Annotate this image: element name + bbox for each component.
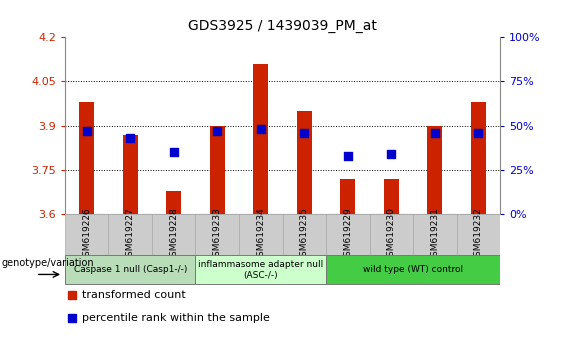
Bar — [210, 126, 225, 214]
Text: GSM619234: GSM619234 — [257, 207, 265, 262]
Point — [386, 151, 396, 157]
Point — [82, 128, 92, 134]
Bar — [195, 256, 326, 284]
Text: GSM619233: GSM619233 — [213, 207, 221, 262]
Bar — [370, 214, 413, 255]
Text: GSM619227: GSM619227 — [126, 207, 134, 262]
Text: GSM619235: GSM619235 — [300, 207, 308, 262]
Point — [256, 126, 265, 132]
Text: GSM619232: GSM619232 — [474, 207, 483, 262]
Text: inflammasome adapter null
(ASC-/-): inflammasome adapter null (ASC-/-) — [198, 260, 323, 280]
Text: GSM619229: GSM619229 — [344, 207, 352, 262]
Bar — [195, 214, 239, 255]
Text: GSM619230: GSM619230 — [387, 207, 396, 262]
Bar — [253, 64, 268, 214]
Bar — [413, 214, 457, 255]
Point — [125, 135, 134, 141]
Bar — [108, 214, 152, 255]
Bar — [152, 214, 195, 255]
Bar — [326, 256, 500, 284]
Bar — [282, 214, 326, 255]
Text: GSM619228: GSM619228 — [170, 207, 178, 262]
Bar — [166, 190, 181, 214]
Text: transformed count: transformed count — [82, 290, 186, 300]
Point — [212, 128, 221, 134]
Text: Caspase 1 null (Casp1-/-): Caspase 1 null (Casp1-/-) — [73, 266, 187, 274]
Point — [430, 130, 439, 136]
Text: wild type (WT) control: wild type (WT) control — [363, 266, 463, 274]
Text: percentile rank within the sample: percentile rank within the sample — [82, 313, 270, 323]
Bar — [79, 102, 94, 214]
Point — [299, 130, 308, 136]
Bar — [65, 214, 108, 255]
Text: GSM619226: GSM619226 — [82, 207, 91, 262]
Point — [343, 153, 352, 159]
Bar — [239, 214, 282, 255]
Bar — [65, 256, 195, 284]
Bar — [384, 179, 399, 214]
Bar — [326, 214, 370, 255]
Text: GSM619231: GSM619231 — [431, 207, 439, 262]
Bar — [457, 214, 500, 255]
Point — [473, 130, 483, 136]
Bar — [471, 102, 486, 214]
Bar — [340, 179, 355, 214]
Title: GDS3925 / 1439039_PM_at: GDS3925 / 1439039_PM_at — [188, 19, 377, 33]
Bar — [123, 135, 138, 214]
Text: genotype/variation: genotype/variation — [1, 258, 94, 268]
Bar — [297, 111, 312, 214]
Bar — [427, 126, 442, 214]
Point — [169, 149, 178, 155]
